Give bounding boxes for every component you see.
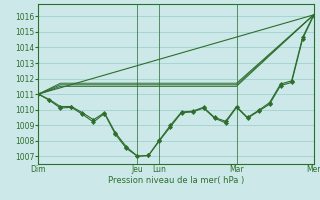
X-axis label: Pression niveau de la mer( hPa ): Pression niveau de la mer( hPa ): [108, 176, 244, 185]
